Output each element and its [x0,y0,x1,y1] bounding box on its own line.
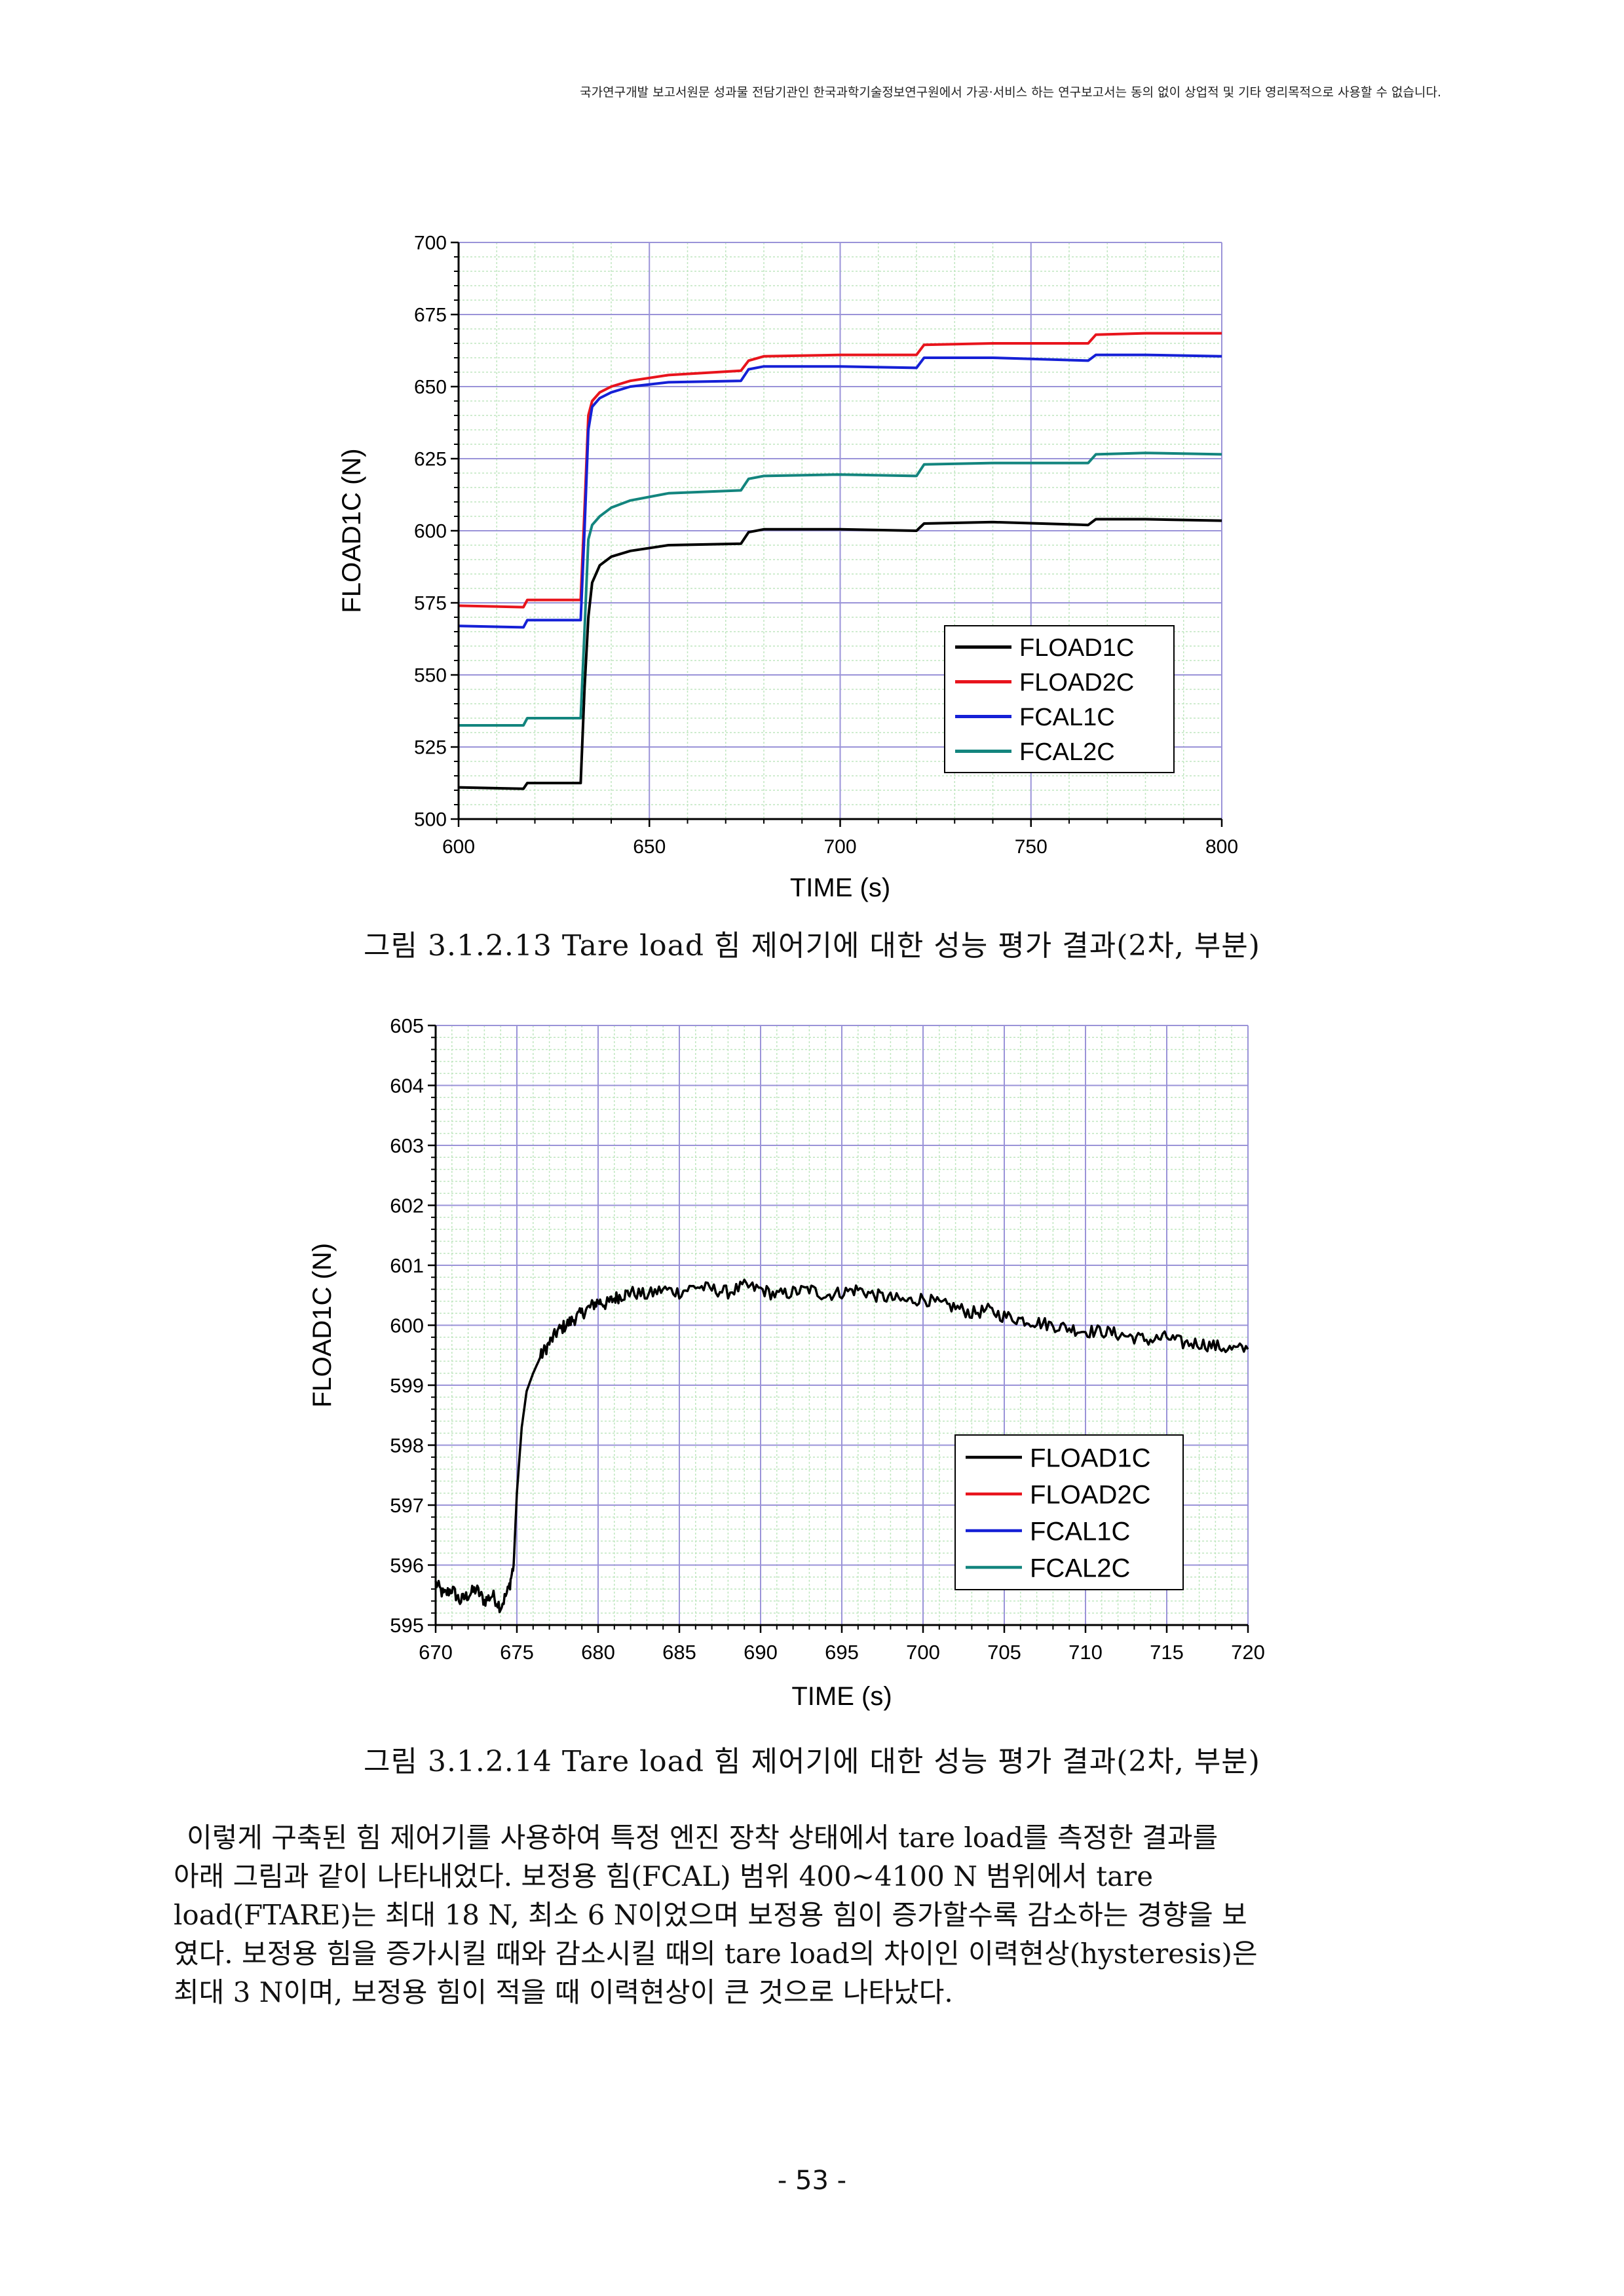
x-tick-label: 600 [442,836,475,858]
y-tick-label: 605 [390,1014,424,1037]
x-tick-label: 715 [1150,1641,1184,1664]
y-tick-label: 599 [390,1374,424,1397]
x-tick-label: 700 [906,1641,940,1664]
legend-label-fcal2c: FCAL2C [1019,738,1115,766]
series-line-fcal1c [458,353,1222,629]
x-tick-label: 710 [1068,1641,1103,1664]
figure-3-1-2-14-chart: 670 675 680 685 690 695 700 705 710 715 720 595 596 5… [308,1014,1265,1711]
legend-label-fload2c: FLOAD2C [1030,1480,1151,1509]
legend-box [944,625,1175,773]
paragraph-line: 이렇게 구축된 힘 제어기를 사용하여 특정 엔진 장착 상태에서 tare l… [187,1822,1218,1854]
y-axis-title: FLOAD1C (N) [337,448,366,613]
x-tick-label: 690 [744,1641,778,1664]
series-line-fcal2c [459,451,1222,727]
paragraph-line: 였다. 보정용 힘을 증가시킬 때와 감소시킬 때의 tare load의 차이… [174,1938,1258,1970]
y-tick-label: 600 [390,1314,424,1337]
paragraph-line: load(FTARE)는 최대 18 N, 최소 6 N이었으며 보정용 힘이 … [174,1899,1247,1931]
legend-label-fload2c: FLOAD2C [1019,669,1134,697]
x-tick-label: 705 [987,1641,1021,1664]
y-tick-label: 601 [390,1254,424,1277]
y-tick-label: 575 [414,593,447,615]
copyright-notice: 국가연구개발 보고서원문 성과물 전담기관인 한국과학기술정보연구원에서 가공·… [580,85,1441,100]
legend-box [954,1434,1184,1590]
y-tick-label: 625 [414,449,447,470]
x-tick-label: 670 [419,1641,453,1664]
y-tick-label: 700 [414,233,447,254]
y-tick-label: 603 [390,1134,424,1157]
y-tick-label: 596 [390,1554,424,1577]
y-tick-label: 604 [390,1074,424,1097]
x-axis-title: TIME (s) [791,1682,892,1711]
series-line-fload1c [458,518,1222,790]
x-tick-label: 685 [662,1641,696,1664]
y-tick-label: 598 [390,1434,424,1457]
x-tick-label: 800 [1205,836,1238,858]
y-tick-label: 600 [414,521,447,543]
y-tick-label: 550 [414,665,447,687]
x-tick-label: 750 [1015,836,1048,858]
x-tick-label: 695 [825,1641,859,1664]
paragraph-line: 최대 3 N이며, 보정용 힘이 적을 때 이력현상이 큰 것으로 나타났다. [174,1976,953,2008]
x-tick-label: 720 [1231,1641,1265,1664]
legend-label-fcal1c: FCAL1C [1030,1517,1130,1546]
series-line-fload1c [434,1278,1249,1613]
y-tick-label: 675 [414,305,447,326]
legend-label-fcal2c: FCAL2C [1030,1554,1130,1582]
legend-label-fcal1c: FCAL1C [1019,704,1115,731]
paragraph-line: 아래 그림과 같이 나타내었다. 보정용 힘(FCAL) 범위 400~4100… [174,1860,1154,1892]
y-tick-label: 602 [390,1194,424,1217]
x-tick-label: 675 [500,1641,534,1664]
legend: FLOAD1C FLOAD2C FCAL1C FCAL2C [944,625,1175,773]
legend-label-fload1c: FLOAD1C [1019,634,1134,662]
x-tick-label: 680 [581,1641,615,1664]
x-tick-label: 700 [823,836,856,858]
y-tick-label: 597 [390,1494,424,1517]
y-tick-label: 650 [414,377,447,398]
figure-3-1-2-13-chart: 600 650 700 750 800 500 525 550 575 600 625 650 675 7… [337,233,1238,903]
y-axis-title: FLOAD1C (N) [308,1243,337,1407]
figure-3-1-2-13-caption: 그림 3.1.2.13 Tare load 힘 제어기에 대한 성능 평가 결과… [364,929,1260,963]
figure-3-1-2-14-caption: 그림 3.1.2.14 Tare load 힘 제어기에 대한 성능 평가 결과… [364,1745,1260,1778]
body-paragraph: 이렇게 구축된 힘 제어기를 사용하여 특정 엔진 장착 상태에서 tare l… [174,1818,1467,2012]
x-axis-title: TIME (s) [790,873,890,902]
y-tick-label: 595 [390,1614,424,1637]
page-number: - 53 - [777,2166,847,2196]
y-tick-label: 500 [414,809,447,831]
x-tick-label: 650 [633,836,666,858]
y-tick-label: 525 [414,737,447,759]
legend-label-fload1c: FLOAD1C [1030,1444,1151,1472]
legend: FLOAD1C FLOAD2C FCAL1C FCAL2C [954,1434,1184,1590]
